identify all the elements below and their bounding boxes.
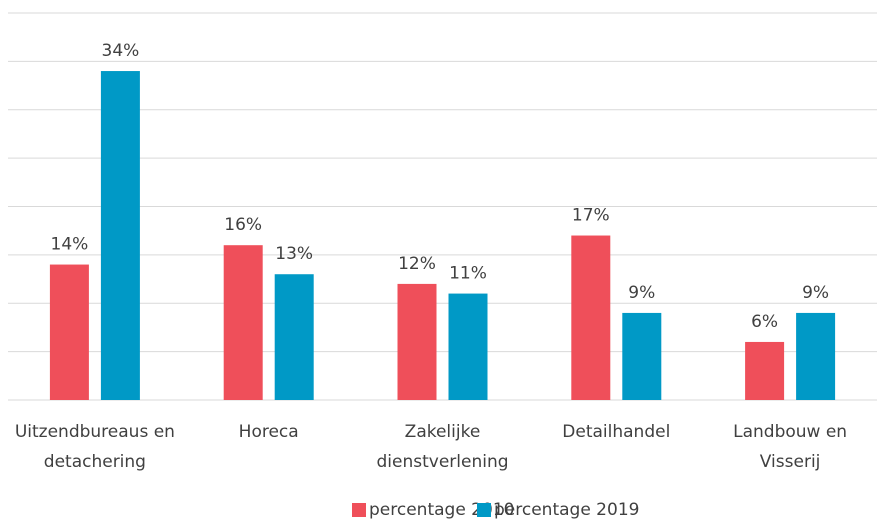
legend-item: percentage 2019 (477, 500, 639, 520)
data-label: 6% (751, 312, 778, 332)
x-tick-label: Horeca (238, 422, 299, 442)
data-label: 16% (224, 215, 262, 235)
bar (274, 274, 314, 400)
legend-swatch (352, 503, 366, 517)
data-label: 34% (102, 41, 140, 61)
data-label: 13% (275, 244, 313, 264)
x-tick-label: Detailhandel (562, 422, 671, 442)
x-tick-label: Landbouw en Visserij (733, 422, 848, 472)
bar (49, 264, 89, 400)
data-label: 11% (449, 264, 487, 284)
data-label: 12% (398, 254, 436, 274)
bar (622, 312, 662, 400)
bar (100, 71, 140, 401)
bar (745, 341, 785, 400)
legend-label: percentage 2019 (494, 500, 640, 520)
x-tick-label: Zakelijke dienstverlening (376, 422, 509, 472)
bar (223, 245, 263, 400)
bar (397, 283, 437, 400)
bar (571, 235, 611, 400)
data-label: 14% (51, 235, 89, 255)
data-label: 17% (572, 206, 610, 226)
data-label: 9% (802, 283, 829, 303)
legend-swatch (477, 503, 491, 517)
bar (796, 312, 836, 400)
data-label: 9% (628, 283, 655, 303)
bar (448, 293, 488, 400)
x-tick-label: Uitzendbureaus en detachering (14, 422, 175, 472)
